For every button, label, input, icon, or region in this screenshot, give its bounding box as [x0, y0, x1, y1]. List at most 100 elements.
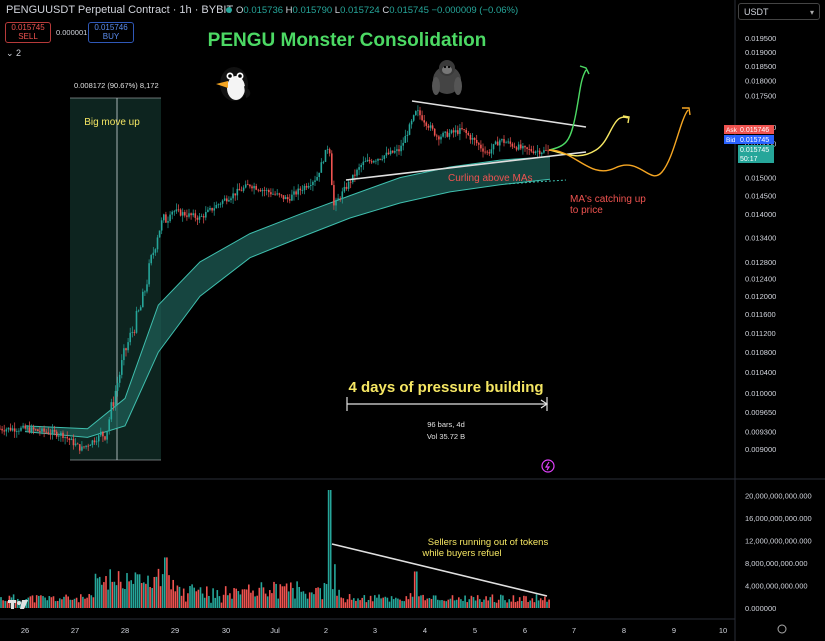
candle-body: [486, 151, 488, 153]
volume-bar: [287, 591, 290, 608]
volume-bar: [271, 593, 273, 608]
candle-body: [205, 212, 207, 218]
volume-bar: [138, 574, 141, 608]
candle-body: [322, 161, 325, 163]
candle-body: [265, 190, 268, 191]
candle-body: [326, 149, 329, 150]
candle-body: [79, 444, 81, 451]
candle-body: [400, 145, 402, 152]
candle-body: [358, 167, 360, 170]
candle-body: [433, 128, 436, 136]
volume-bar: [27, 597, 30, 608]
volume-bar: [222, 594, 225, 608]
candle-body: [328, 149, 331, 154]
volume-bar: [94, 573, 97, 608]
candle-body: [240, 190, 243, 192]
volume-bar: [52, 596, 55, 608]
candle-body: [104, 436, 106, 440]
candle-body: [360, 165, 362, 168]
volume-bar: [279, 584, 282, 608]
volume-bar: [432, 595, 435, 608]
tradingview-logo[interactable]: [8, 600, 28, 609]
ma-catching-label-1: MA's catching up: [570, 194, 646, 205]
volume-bar: [143, 582, 145, 608]
price-tick-label: 0.019000: [745, 48, 776, 57]
candle-body: [312, 181, 314, 186]
candle-body: [97, 435, 100, 442]
volume-axis[interactable]: 20,000,000,000.000 16,000,000,000.000 12,0…: [745, 492, 812, 613]
volume-bar: [67, 596, 69, 608]
candle-body: [339, 198, 341, 200]
volume-bar: [103, 582, 105, 608]
volume-bar: [168, 575, 170, 608]
candle-body: [110, 402, 113, 420]
volume-tick-label: 12,000,000,000.000: [745, 537, 812, 546]
volume-bar: [56, 600, 59, 608]
price-tick-label: 0.014000: [745, 210, 776, 219]
volume-bar: [266, 596, 269, 608]
time-axis[interactable]: 26 27 28 29 30 Jul 2 3 4 5 6 7 8 9 10: [21, 626, 727, 635]
ascending-support-line[interactable]: [345, 151, 587, 181]
candle-body: [490, 149, 493, 154]
volume-bar: [445, 601, 447, 608]
candle-body: [507, 141, 509, 143]
ask-value: 0.015746: [740, 127, 769, 134]
descending-resistance-line[interactable]: [411, 100, 587, 128]
volume-bar: [176, 585, 179, 608]
candle-body: [184, 212, 186, 216]
candle-body: [333, 185, 335, 206]
volume-bar: [537, 600, 540, 608]
volume-bar: [245, 589, 248, 608]
candle-body: [412, 115, 415, 121]
candle-body: [24, 425, 26, 429]
lightning-icon[interactable]: [541, 459, 555, 473]
candle-body: [171, 211, 173, 215]
candle-body: [236, 188, 239, 196]
volume-bar: [248, 584, 250, 608]
candle-body: [444, 131, 446, 133]
candle-body: [259, 190, 262, 192]
candle-body: [3, 430, 5, 432]
volume-bar: [516, 601, 519, 608]
low-label: L: [334, 5, 341, 16]
candle-body: [28, 427, 31, 433]
volume-tick-label: 20,000,000,000.000: [745, 492, 812, 501]
volume-bar: [258, 587, 261, 608]
candle-body: [425, 122, 428, 126]
volume-bar: [533, 602, 536, 608]
candle-body: [230, 198, 232, 201]
indicator-toggle[interactable]: ⌄ 2: [6, 48, 22, 58]
volume-trend-line[interactable]: [331, 543, 548, 597]
candle-body: [91, 440, 94, 446]
currency-selector[interactable]: USDT ▾: [738, 3, 820, 20]
candle-body: [513, 146, 516, 148]
candle-body: [43, 428, 45, 432]
last-price-label-group: 0.015745 50:17: [738, 145, 774, 163]
buy-button[interactable]: 0.015746 BUY: [88, 22, 134, 43]
volume-bar: [453, 600, 456, 608]
settings-icon[interactable]: [777, 624, 787, 634]
volume-bar: [29, 596, 32, 608]
big-move-stats: 0.008172 (90.67%) 8,172: [74, 81, 159, 90]
candle-body: [89, 445, 92, 446]
volume-bar: [449, 598, 452, 608]
volume-bar: [130, 580, 132, 608]
open-value: 0.015736: [243, 5, 284, 16]
volume-bar: [371, 601, 374, 608]
candle-body: [415, 111, 417, 116]
volume-bar: [365, 602, 368, 608]
volume-bar: [535, 594, 538, 608]
volume-bar: [185, 601, 187, 608]
ask-tag: Ask: [726, 127, 738, 134]
symbol-title[interactable]: PENGUUSDT Perpetual Contract · 1h · BYBI…: [6, 4, 234, 16]
bid-tag: Bid: [726, 137, 736, 144]
volume-bar: [422, 594, 424, 608]
candle-body: [81, 446, 83, 451]
candle-body: [452, 130, 455, 133]
orange-arrow-head: [682, 107, 691, 116]
sell-button[interactable]: 0.015745 SELL: [5, 22, 51, 43]
candle-body: [93, 440, 96, 443]
price-axis[interactable]: 0.019500 0.019000 0.018500 0.018000 0.017500…: [745, 34, 776, 454]
candle-body: [7, 427, 10, 430]
